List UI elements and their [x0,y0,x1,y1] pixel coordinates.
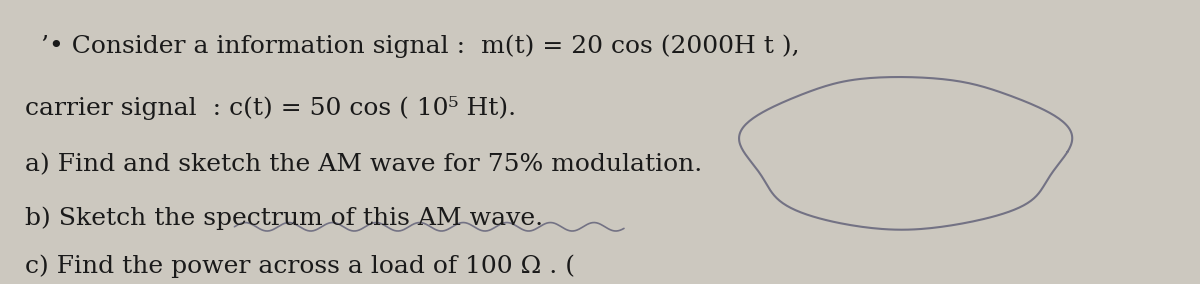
Text: a) Find and sketch the AM wave for 75% modulation.: a) Find and sketch the AM wave for 75% m… [25,153,702,176]
Text: c) Find the power across a load of 100 Ω . (: c) Find the power across a load of 100 Ω… [25,254,575,278]
Text: ’• Consider a information signal :  m(t) = 20 cos (2000Н t ),: ’• Consider a information signal : m(t) … [25,34,799,58]
Text: carrier signal  : c(t) = 50 cos ( 10⁵ Нt).: carrier signal : c(t) = 50 cos ( 10⁵ Нt)… [25,96,516,120]
Text: b) Sketch the spectrum of this AM wave.: b) Sketch the spectrum of this AM wave. [25,206,542,230]
